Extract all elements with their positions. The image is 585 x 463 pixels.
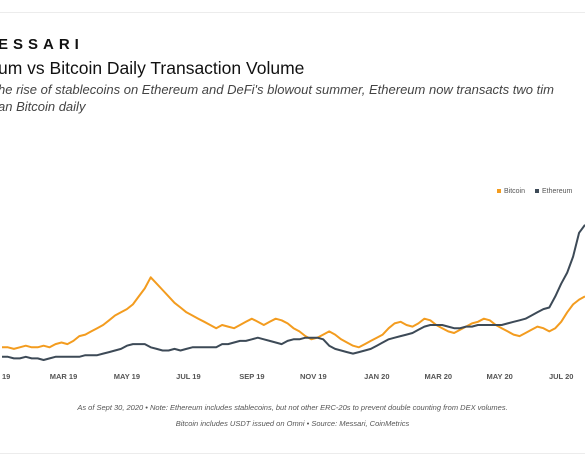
x-tick-label: MAY 20 bbox=[487, 372, 513, 381]
x-tick-label: MAR 19 bbox=[50, 372, 78, 381]
x-tick-label: SEP 19 bbox=[239, 372, 264, 381]
x-tick-label: MAR 20 bbox=[425, 372, 453, 381]
series-line-ethereum bbox=[2, 224, 585, 361]
chart-legend: Bitcoin Ethereum bbox=[497, 188, 580, 195]
x-tick-label: NOV 19 bbox=[300, 372, 327, 381]
subtitle-line-1: he rise of stablecoins on Ethereum and D… bbox=[0, 82, 554, 97]
legend-item-bitcoin: Bitcoin bbox=[497, 188, 527, 195]
brand-logo: ESSARI bbox=[0, 36, 84, 53]
chart-subtitle: he rise of stablecoins on Ethereum and D… bbox=[0, 81, 585, 115]
legend-swatch-ethereum bbox=[534, 189, 539, 194]
x-tick-label: JUL 19 bbox=[176, 372, 200, 381]
line-chart: 19 MAR 19 MAY 19 JUL 19 SEP 19 NOV 19 JAN 20 MA… bbox=[2, 224, 585, 381]
x-tick-label: 19 bbox=[2, 372, 10, 381]
legend-swatch-bitcoin bbox=[497, 189, 501, 194]
legend-label-ethereum: Ethereum bbox=[541, 188, 573, 195]
x-tick-label: MAY 19 bbox=[114, 372, 140, 381]
chart-card: ESSARI um vs Bitcoin Daily Transaction V… bbox=[0, 12, 585, 454]
chart-title: um vs Bitcoin Daily Transaction Volume bbox=[0, 58, 305, 78]
x-tick-label: JUL 20 bbox=[549, 372, 573, 381]
series-line-bitcoin bbox=[2, 276, 585, 350]
legend-label-bitcoin: Bitcoin bbox=[504, 188, 526, 195]
legend-item-ethereum: Ethereum bbox=[534, 188, 573, 195]
subtitle-line-2: an Bitcoin daily bbox=[0, 99, 86, 114]
footnote-line-1: As of Sept 30, 2020 • Note: Ethereum inc… bbox=[77, 403, 508, 412]
x-tick-label: JAN 20 bbox=[364, 372, 389, 381]
footnote-line-2: Bitcoin includes USDT issued on Omni • S… bbox=[175, 419, 410, 428]
